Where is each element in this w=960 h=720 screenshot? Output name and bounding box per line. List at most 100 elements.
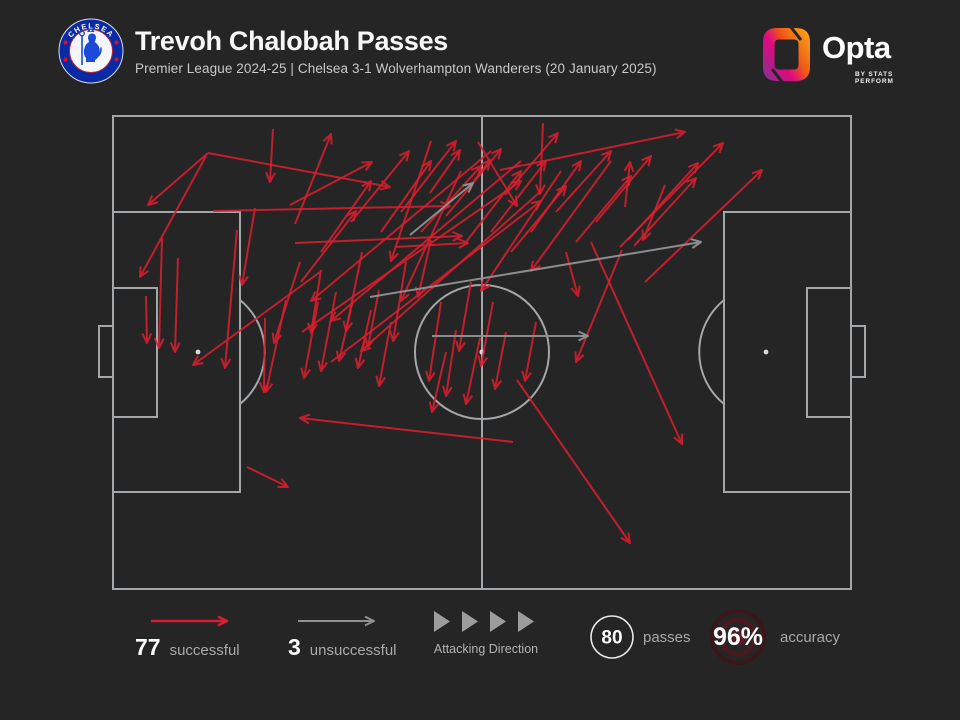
unsuccessful-label: unsuccessful: [309, 642, 397, 659]
successful-pass-arrow: [644, 169, 763, 283]
legend: 77 successful 3 unsuccessful: [0, 600, 960, 680]
unsuccessful-count: 3: [288, 634, 301, 660]
successful-pass-arrow: [299, 413, 514, 443]
opta-logo-subtext: BY STATS PERFORM: [855, 71, 894, 85]
successful-pass-arrow: [320, 180, 372, 253]
successful-pass-arrow: [388, 140, 432, 262]
successful-pass-arrow: [262, 299, 287, 393]
header: CHELSEA FOOTBALL CLUB Trevoh Chalobah Pa…: [0, 0, 960, 100]
successful-pass-arrow: [310, 150, 492, 302]
penalty-area-right: [723, 211, 852, 493]
successful-pass-arrow: [477, 141, 518, 207]
opta-logo-text: Opta: [822, 30, 891, 65]
successful-pass-arrow: [169, 257, 181, 353]
successful-pass-arrow: [400, 140, 457, 213]
successful-pass-arrow: [455, 281, 472, 352]
successful-pass-arrow: [350, 150, 410, 223]
successful-pass-arrow: [590, 241, 684, 445]
successful-pass-arrow: [623, 161, 635, 208]
successful-pass-arrow: [575, 175, 632, 243]
pitch-spots: [195, 349, 769, 355]
successful-pass-arrow: [595, 155, 652, 223]
successful-pass-arrow: [246, 466, 289, 488]
successful-pass-arrow: [139, 155, 207, 278]
successful-label: successful: [169, 642, 240, 659]
legend-unsuccessful: 3 unsuccessful: [288, 612, 397, 661]
successful-pass-arrow: [354, 309, 372, 369]
successful-pass-arrow: [477, 301, 494, 367]
successful-pass-arrow: [429, 149, 461, 194]
successful-pass-arrow: [394, 238, 469, 249]
successful-pass-arrow: [317, 291, 337, 372]
penalty-area-left: [112, 211, 241, 493]
successful-pass-arrow: [530, 160, 582, 233]
successful-pass-arrow: [207, 152, 391, 191]
chelsea-lion-icon: [79, 29, 102, 65]
successful-pass-arrow: [516, 379, 631, 544]
accuracy-bullseye: 96%: [704, 603, 772, 671]
successful-pass-arrow: [265, 128, 276, 183]
successful-pass-arrow: [289, 161, 373, 206]
accuracy-value: 96%: [712, 622, 764, 651]
opta-logo: Opta BY STATS PERFORM: [763, 28, 932, 85]
successful-pass-arrow: [141, 295, 153, 344]
unsuccessful-pass-arrow: [369, 238, 702, 298]
successful-pass-arrow: [360, 190, 542, 352]
penalty-spot-right: [763, 349, 769, 355]
successful-pass-arrow: [300, 210, 357, 283]
successful-pass-arrow: [238, 207, 256, 286]
page-subtitle: Premier League 2024-25 | Chelsea 3-1 Wol…: [135, 61, 657, 76]
passes-layer: [139, 122, 763, 544]
passes-circle-icon: 80: [590, 615, 634, 659]
successful-pass-arrow: [534, 122, 546, 195]
legend-passes: 80 passes: [589, 614, 691, 660]
successful-pass-arrow: [627, 162, 699, 241]
passes-count: 80: [601, 628, 622, 649]
penalty-arc-right: [698, 299, 725, 405]
attacking-direction-label: Attacking Direction: [433, 642, 539, 656]
successful-pass-arrow: [565, 251, 581, 297]
legend-successful: 77 successful: [135, 612, 240, 661]
successful-pass-arrow: [574, 249, 623, 363]
legend-attacking-direction: Attacking Direction: [426, 610, 546, 656]
legend-accuracy: 96% accuracy: [704, 603, 840, 671]
successful-pass-arrow: [300, 301, 319, 379]
successful-pass-arrow: [294, 230, 463, 244]
successful-pass-arrow: [192, 271, 321, 366]
successful-pass-arrow: [420, 165, 482, 233]
attacking-direction-icon: [434, 611, 534, 632]
unsuccessful-arrow-icon: [298, 615, 375, 627]
successful-pass-arrow: [641, 184, 666, 241]
successful-pass-arrow: [499, 128, 686, 171]
chelsea-club-badge-icon: CHELSEA FOOTBALL CLUB: [58, 18, 124, 84]
successful-pass-arrow: [442, 329, 457, 397]
successful-pass-arrow: [491, 331, 507, 390]
successful-pass-arrow: [212, 200, 451, 212]
successful-pass-arrow: [271, 261, 301, 344]
successful-pass-arrow: [521, 321, 537, 382]
six-yard-box-right: [806, 287, 852, 418]
goal-left: [98, 325, 114, 378]
successful-arrow-icon: [151, 615, 229, 627]
successful-pass-arrow: [480, 170, 562, 292]
successful-pass-arrow: [147, 152, 209, 206]
successful-pass-arrow: [342, 251, 363, 332]
successful-pass-arrow: [364, 289, 380, 348]
successful-pass-arrow: [428, 351, 447, 413]
page-title: Trevoh Chalobah Passes: [135, 26, 449, 56]
bullseye-icon: [710, 609, 766, 665]
unsuccessful-pass-arrow: [432, 330, 589, 342]
successful-pass-arrow: [462, 337, 481, 405]
successful-pass-arrow: [375, 321, 392, 387]
pitch-lines: [98, 115, 866, 590]
passes-label: passes: [643, 628, 691, 646]
successful-pass-arrow: [220, 229, 238, 369]
successful-pass-arrow: [294, 133, 333, 225]
successful-pass-arrow: [380, 160, 432, 233]
successful-pass-arrow: [425, 301, 442, 382]
opta-wordmark: Opta BY STATS PERFORM: [822, 28, 932, 85]
unsuccessful-pass-arrow: [409, 182, 474, 236]
opta-logo-icon: [763, 28, 810, 81]
